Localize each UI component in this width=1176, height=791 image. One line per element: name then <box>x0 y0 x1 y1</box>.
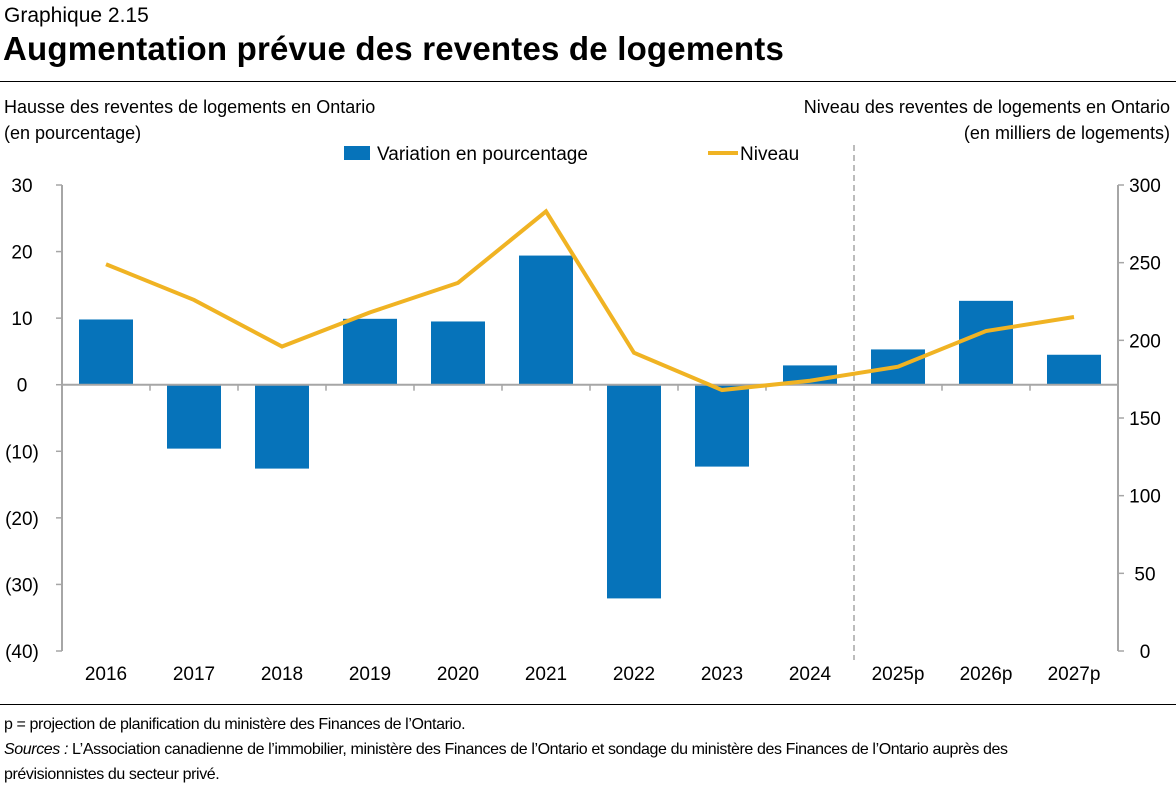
bar-2022 <box>607 384 661 599</box>
niveau-line <box>105 208 1075 393</box>
right-tick-label: 300 <box>1129 176 1161 197</box>
category-label: 2026p <box>960 664 1013 685</box>
bar-2027p <box>1047 354 1101 385</box>
sources-text-2: prévisionnistes du secteur privé. <box>4 766 220 783</box>
category-label: 2016 <box>85 664 127 685</box>
sources-text: L’Association canadienne de l’immobilier… <box>68 741 1008 758</box>
bar-2026p <box>959 300 1013 385</box>
left-axis-label-1: Hausse des reventes de logements en Onta… <box>4 97 376 117</box>
left-tick-label: (30) <box>5 575 39 596</box>
left-tick-label: (20) <box>5 509 39 530</box>
notes-rule <box>0 704 1176 705</box>
title-rule <box>0 81 1176 82</box>
bar-2021 <box>519 255 573 385</box>
right-tick-label: 200 <box>1129 331 1161 352</box>
figure-label: Graphique 2.15 <box>4 4 149 27</box>
category-label: 2021 <box>525 664 567 685</box>
legend-bar-label: Variation en pourcentage <box>377 144 588 165</box>
left-tick-label: 0 <box>17 376 28 397</box>
bar-2018 <box>255 384 309 469</box>
category-label: 2020 <box>437 664 479 685</box>
left-axis-label-2: (en pourcentage) <box>4 123 142 143</box>
category-label: 2023 <box>701 664 743 685</box>
right-tick-label: 250 <box>1129 254 1161 275</box>
right-tick-label: 100 <box>1129 487 1161 508</box>
right-axis-label-1: Niveau des reventes de logements en Onta… <box>803 97 1170 117</box>
chart-title: Augmentation prévue des reventes de loge… <box>3 30 785 67</box>
bar-2019 <box>343 318 397 385</box>
category-label: 2019 <box>349 664 391 685</box>
category-label: 2024 <box>789 664 832 685</box>
projection-note: p = projection de planification du minis… <box>4 716 466 733</box>
bar-2020 <box>431 321 485 385</box>
bar-2017 <box>167 384 221 449</box>
legend-line-label: Niveau <box>740 144 799 165</box>
legend-bar-swatch <box>344 146 370 160</box>
right-tick-label: 0 <box>1140 642 1151 663</box>
category-label: 2027p <box>1048 664 1101 685</box>
left-tick-label: 10 <box>11 309 32 330</box>
sources-label: Sources : <box>4 741 68 758</box>
category-label: 2022 <box>613 664 655 685</box>
bar-2023 <box>695 384 749 467</box>
category-label: 2018 <box>261 664 303 685</box>
left-tick-label: 20 <box>11 243 32 264</box>
left-tick-label: 30 <box>11 176 32 197</box>
left-axis-title: Hausse des reventes de logements en Onta… <box>4 94 375 146</box>
bar-2016 <box>79 319 133 385</box>
right-tick-label: 50 <box>1134 564 1155 585</box>
right-tick-label: 150 <box>1129 409 1161 430</box>
right-axis-label-2: (en milliers de logements) <box>963 123 1170 143</box>
chart-svg: 3020100(10)(20)(30)(40)30025020015010050… <box>5 144 1161 685</box>
left-tick-label: (10) <box>5 442 39 463</box>
right-axis-title: Niveau des reventes de logements en Onta… <box>804 94 1170 146</box>
left-tick-label: (40) <box>5 642 39 663</box>
category-label: 2025p <box>872 664 925 685</box>
category-label: 2017 <box>173 664 215 685</box>
notes: p = projection de planification du minis… <box>4 712 1008 787</box>
